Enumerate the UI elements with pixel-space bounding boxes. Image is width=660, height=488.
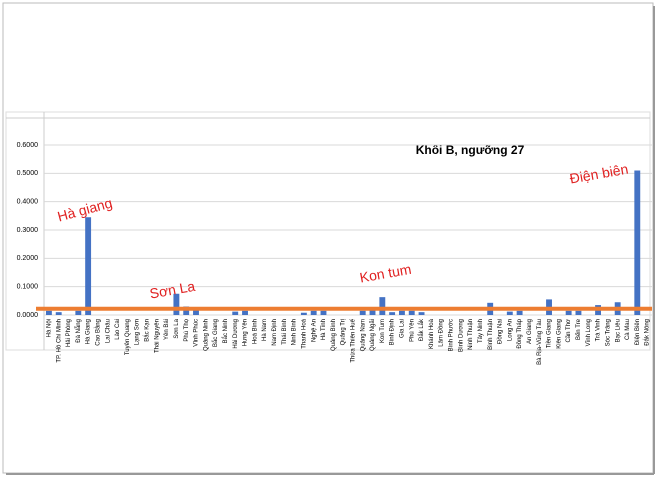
- bar: [565, 310, 572, 315]
- x-tick-label: Quảng Bình: [331, 319, 337, 351]
- x-tick-label: Thái Bình: [282, 319, 288, 345]
- x-tick-label: Trà Vinh: [596, 319, 602, 341]
- x-tick-label: Kiên Giang: [556, 319, 562, 349]
- bar: [300, 312, 307, 315]
- bar: [379, 297, 386, 315]
- x-tick-label: Vĩnh Long: [586, 319, 592, 346]
- x-tick-label: Sóc Trăng: [605, 319, 611, 346]
- x-tick-label: Thừa Thiên Huế: [350, 318, 356, 362]
- x-tick-label: Nghệ An: [311, 319, 317, 342]
- bar: [398, 310, 405, 315]
- x-tick-label: Yên Bái: [164, 319, 170, 340]
- bar: [389, 312, 396, 315]
- bar: [634, 170, 641, 315]
- y-tick-label: 0.4000: [17, 199, 39, 206]
- bar: [310, 310, 317, 315]
- x-tick-label: An Giang: [527, 319, 533, 344]
- x-tick-label: Hà Nam: [262, 319, 268, 341]
- bar: [369, 309, 376, 315]
- x-tick-label: Bình Dương: [458, 319, 464, 352]
- bar: [516, 310, 523, 315]
- x-tick-label: Quảng Nam: [360, 319, 366, 351]
- bar: [75, 310, 82, 315]
- x-tick-label: Bình Thuận: [488, 319, 494, 350]
- x-tick-label: Ninh Thuận: [468, 319, 474, 350]
- x-tick-label: Nam Định: [272, 319, 278, 346]
- bar: [242, 310, 248, 315]
- x-tick-label: Thái Nguyên: [154, 319, 160, 353]
- x-tick-label: Quảng Ninh: [203, 319, 209, 351]
- x-tick-label: Phú Thọ: [184, 318, 190, 341]
- chart-area: [5, 111, 651, 351]
- y-tick-label: 0.3000: [17, 227, 39, 234]
- x-tick-label: Khánh Hoà: [429, 318, 435, 349]
- x-tick-label: Sơn La: [174, 318, 180, 338]
- x-tick-label: Đắk Lắk: [418, 318, 425, 341]
- annotation: Sơn La: [148, 278, 196, 302]
- x-tick-label: Quảng Trị: [341, 319, 347, 345]
- x-tick-label: Tiền Giang: [547, 319, 553, 348]
- x-tick-label: Tây Ninh: [478, 319, 484, 343]
- bar: [320, 310, 327, 315]
- x-tick-label: Hà Nội: [46, 319, 52, 337]
- x-tick-label: Cà Mau: [625, 319, 631, 340]
- bar: [359, 310, 366, 315]
- y-tick-label: 0.2000: [17, 255, 39, 262]
- x-tick-label: Hà Tĩnh: [321, 319, 327, 340]
- bar: [173, 293, 180, 315]
- x-tick-label: Bến Tre: [576, 318, 582, 340]
- y-tick-label: 0.0000: [17, 312, 39, 319]
- bar: [193, 309, 199, 315]
- bar: [575, 310, 582, 315]
- x-tick-label: Long An: [507, 319, 513, 341]
- x-tick-label: Điện Biên: [635, 319, 641, 345]
- x-tick-label: Cao Bằng: [95, 319, 102, 346]
- x-tick-label: Đà Nẵng: [75, 319, 82, 343]
- x-tick-label: Ninh Bình: [292, 319, 298, 345]
- x-tick-label: Gia Lai: [400, 319, 406, 338]
- bar: [418, 312, 425, 315]
- y-tick-label: 0.6000: [17, 142, 39, 149]
- x-tick-label: Hoà Bình: [252, 319, 258, 344]
- bar: [85, 217, 92, 315]
- x-tick-label: Bạc Liêu: [615, 319, 621, 342]
- x-tick-label: Hà Giang: [86, 319, 92, 344]
- x-tick-label: TP. Hồ Chí Minh: [56, 319, 62, 363]
- x-tick-label: Đồng Tháp: [517, 318, 523, 348]
- bar: [45, 310, 52, 315]
- bar: [232, 311, 239, 315]
- x-tick-label: Lạng Sơn: [135, 319, 141, 345]
- bar: [55, 312, 62, 315]
- y-tick-label: 0.1000: [17, 284, 39, 291]
- x-tick-label: Hải Phòng: [66, 319, 72, 347]
- x-tick-label: Lai Châu: [105, 319, 111, 343]
- x-tick-label: Bà Rịa-Vũng Tàu: [537, 319, 543, 365]
- x-tick-label: Bình Định: [390, 319, 396, 345]
- x-tick-label: Lào Cai: [115, 319, 121, 340]
- x-tick-label: Thanh Hoá: [301, 318, 307, 348]
- y-tick-label: 0.5000: [17, 170, 39, 177]
- x-tick-label: Bắc Kạn: [144, 319, 151, 342]
- x-tick-label: Bắc Ninh: [222, 319, 229, 343]
- x-tick-label: Đắk Nông: [644, 319, 651, 346]
- x-tick-label: Tuyên Quang: [125, 319, 131, 355]
- bar: [506, 311, 513, 315]
- x-tick-label: Đồng Nai: [498, 319, 504, 344]
- x-tick-label: Cần Thơ: [566, 319, 572, 343]
- x-tick-label: Phú Yên: [409, 319, 415, 342]
- x-tick-label: Hưng Yên: [243, 319, 249, 346]
- x-tick-label: Quảng Ngãi: [370, 319, 376, 351]
- chart-title: Khối B, ngưỡng 27: [416, 143, 525, 157]
- x-tick-label: Kon Tum: [380, 319, 386, 343]
- x-tick-label: Bình Phước: [449, 319, 455, 351]
- bar: [408, 310, 415, 315]
- x-tick-label: Bắc Giang: [212, 319, 219, 347]
- x-tick-label: Lâm Đồng: [439, 319, 445, 347]
- x-tick-label: Vĩnh Phúc: [194, 319, 200, 347]
- x-tick-label: Hải Dương: [233, 319, 239, 349]
